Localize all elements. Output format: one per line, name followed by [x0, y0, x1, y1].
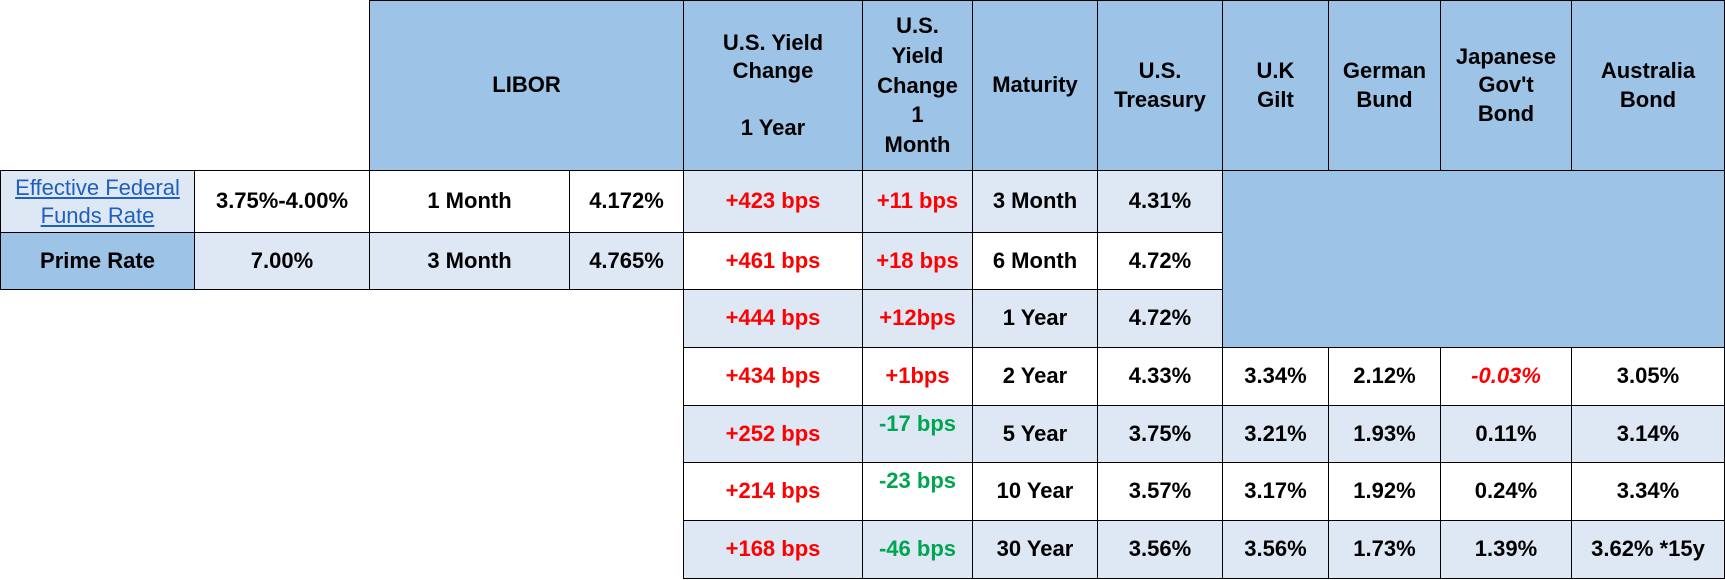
change-1m-cell: +18 bps	[862, 232, 973, 290]
uk-gilt-cell: 3.17%	[1222, 462, 1329, 521]
german-bund-cell: 1.92%	[1328, 462, 1441, 521]
german-bund-cell: 1.93%	[1328, 405, 1441, 463]
header-line: Japanese	[1455, 43, 1557, 69]
maturity-cell: 5 Year	[972, 405, 1098, 463]
uk-gilt-cell: 3.34%	[1222, 347, 1329, 406]
japanese-bond-cell: 1.39%	[1440, 520, 1572, 579]
us-treasury-cell: 4.33%	[1097, 347, 1223, 406]
header-line: Month	[884, 132, 951, 158]
fed-funds-link[interactable]: Funds Rate	[40, 202, 155, 228]
change-1y-cell: +444 bps	[683, 289, 863, 348]
header-line: Bond	[1619, 86, 1677, 112]
uk-gilt-cell: 3.21%	[1222, 405, 1329, 463]
change-1m-cell: +1bps	[862, 347, 973, 406]
libor-term: 1 Month	[369, 170, 570, 233]
prime-rate-label: Prime Rate	[0, 232, 195, 290]
australia-bond-cell: 3.34%	[1571, 462, 1725, 521]
us-treasury-cell: 3.56%	[1097, 520, 1223, 579]
change-1y-cell: +168 bps	[683, 520, 863, 579]
header-line: U.S.	[896, 13, 939, 39]
us-treasury-cell: 4.72%	[1097, 232, 1223, 290]
foreign-bonds-blank	[1222, 170, 1725, 348]
change-1m-cell: -23 bps	[862, 462, 973, 521]
header-line: Yield	[891, 42, 944, 68]
us-treasury-cell: 4.31%	[1097, 170, 1223, 233]
yield-change-1m-header: U.S. Yield Change 1 Month	[862, 0, 973, 171]
libor-rate: 4.765%	[569, 232, 684, 290]
header-line: Change	[877, 72, 958, 98]
maturity-cell: 30 Year	[972, 520, 1098, 579]
header-line: U.S.	[1138, 57, 1182, 83]
header-line: Bund	[1356, 86, 1413, 112]
change-1m-cell: +11 bps	[862, 170, 973, 233]
australia-bond-cell: 3.05%	[1571, 347, 1725, 406]
fed-funds-link[interactable]: Effective Federal	[15, 175, 180, 200]
yield-change-1y-header: U.S. Yield Change 1 Year	[683, 0, 863, 171]
header-line: Australia	[1600, 57, 1696, 83]
libor-header: LIBOR	[369, 0, 684, 171]
maturity-cell: 10 Year	[972, 462, 1098, 521]
change-1y-cell: +423 bps	[683, 170, 863, 233]
uk-gilt-header: U.K Gilt	[1222, 0, 1329, 171]
header-line: Change	[732, 58, 814, 84]
change-1y-cell: +434 bps	[683, 347, 863, 406]
japanese-bond-cell: 0.24%	[1440, 462, 1572, 521]
change-1y-cell: +252 bps	[683, 405, 863, 463]
change-1m-cell: -46 bps	[862, 520, 973, 579]
german-bund-cell: 1.73%	[1328, 520, 1441, 579]
libor-term: 3 Month	[369, 232, 570, 290]
maturity-cell: 2 Year	[972, 347, 1098, 406]
australia-bond-header: Australia Bond	[1571, 0, 1725, 171]
fed-funds-label: Effective Federal Funds Rate	[0, 170, 195, 233]
us-treasury-cell: 4.72%	[1097, 289, 1223, 348]
change-1y-cell: +461 bps	[683, 232, 863, 290]
maturity-cell: 1 Year	[972, 289, 1098, 348]
change-1m-cell: -17 bps	[862, 405, 973, 463]
header-line: 1 Year	[740, 114, 806, 140]
header-line: U.K	[1256, 57, 1295, 83]
australia-bond-cell: 3.14%	[1571, 405, 1725, 463]
header-line: Gilt	[1257, 86, 1294, 112]
german-bund-cell: 2.12%	[1328, 347, 1441, 406]
maturity-cell: 3 Month	[972, 170, 1098, 233]
german-bund-header: German Bund	[1328, 0, 1441, 171]
maturity-header: Maturity	[972, 0, 1098, 171]
australia-bond-cell: 3.62% *15y	[1571, 520, 1725, 579]
header-line: Bond	[1477, 100, 1535, 126]
prime-rate-value: 7.00%	[194, 232, 370, 290]
header-line: Treasury	[1114, 86, 1206, 112]
uk-gilt-cell: 3.56%	[1222, 520, 1329, 579]
us-treasury-cell: 3.75%	[1097, 405, 1223, 463]
fed-funds-value: 3.75%-4.00%	[194, 170, 370, 233]
header-line: U.S. Yield	[722, 29, 824, 55]
header-line: Gov't	[1478, 72, 1534, 98]
maturity-cell: 6 Month	[972, 232, 1098, 290]
libor-rate: 4.172%	[569, 170, 684, 233]
japanese-bond-header: Japanese Gov't Bond	[1440, 0, 1572, 171]
change-1m-cell: +12bps	[862, 289, 973, 348]
us-treasury-header: U.S. Treasury	[1097, 0, 1223, 171]
header-line: German	[1342, 57, 1427, 83]
us-treasury-cell: 3.57%	[1097, 462, 1223, 521]
japanese-bond-cell: -0.03%	[1440, 347, 1572, 406]
japanese-bond-cell: 0.11%	[1440, 405, 1572, 463]
header-line: 1	[911, 102, 924, 128]
change-1y-cell: +214 bps	[683, 462, 863, 521]
